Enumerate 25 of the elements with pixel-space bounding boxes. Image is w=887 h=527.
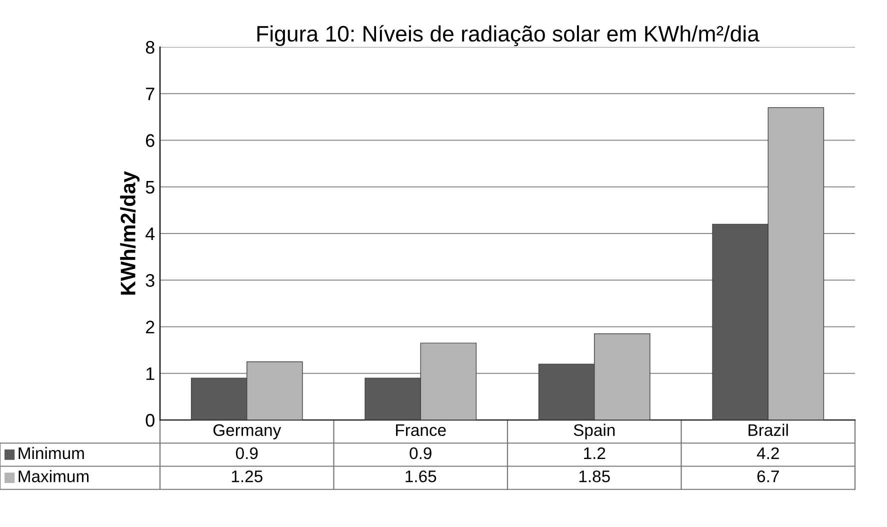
- y-tick-label: 8: [146, 40, 154, 54]
- legend-label: Maximum: [18, 470, 88, 482]
- y-axis-title: KWh/m2/day: [120, 171, 140, 295]
- legend-label: Minimum: [18, 446, 84, 460]
- y-tick-label: 3: [146, 274, 154, 287]
- data-label: 0.9: [236, 447, 258, 460]
- x-tick-label: Spain: [574, 424, 615, 440]
- x-tick-label: France: [396, 424, 446, 436]
- y-tick-label: 1: [146, 367, 154, 380]
- x-tick-label: Germany: [213, 424, 282, 440]
- data-label: 1.2: [584, 447, 606, 459]
- y-tick-label: 4: [146, 228, 155, 240]
- y-tick-label: 2: [146, 320, 154, 334]
- data-label: 1.85: [579, 470, 610, 482]
- y-tick-label: 5: [146, 180, 154, 194]
- y-tick-label: 6: [146, 134, 154, 147]
- x-tick-label: Brazil: [748, 424, 788, 436]
- chart-title: Figura 10: Níveis de radiação solar em KWh/m²/dia: [257, 25, 760, 46]
- data-label: 0.9: [410, 447, 432, 460]
- y-tick-label: 7: [146, 88, 154, 100]
- data-label: 6.7: [757, 470, 779, 482]
- data-label: 1.25: [232, 470, 262, 482]
- y-tick-label: 0: [146, 414, 154, 427]
- data-label: 4.2: [756, 447, 779, 459]
- data-label: 1.65: [406, 470, 436, 482]
